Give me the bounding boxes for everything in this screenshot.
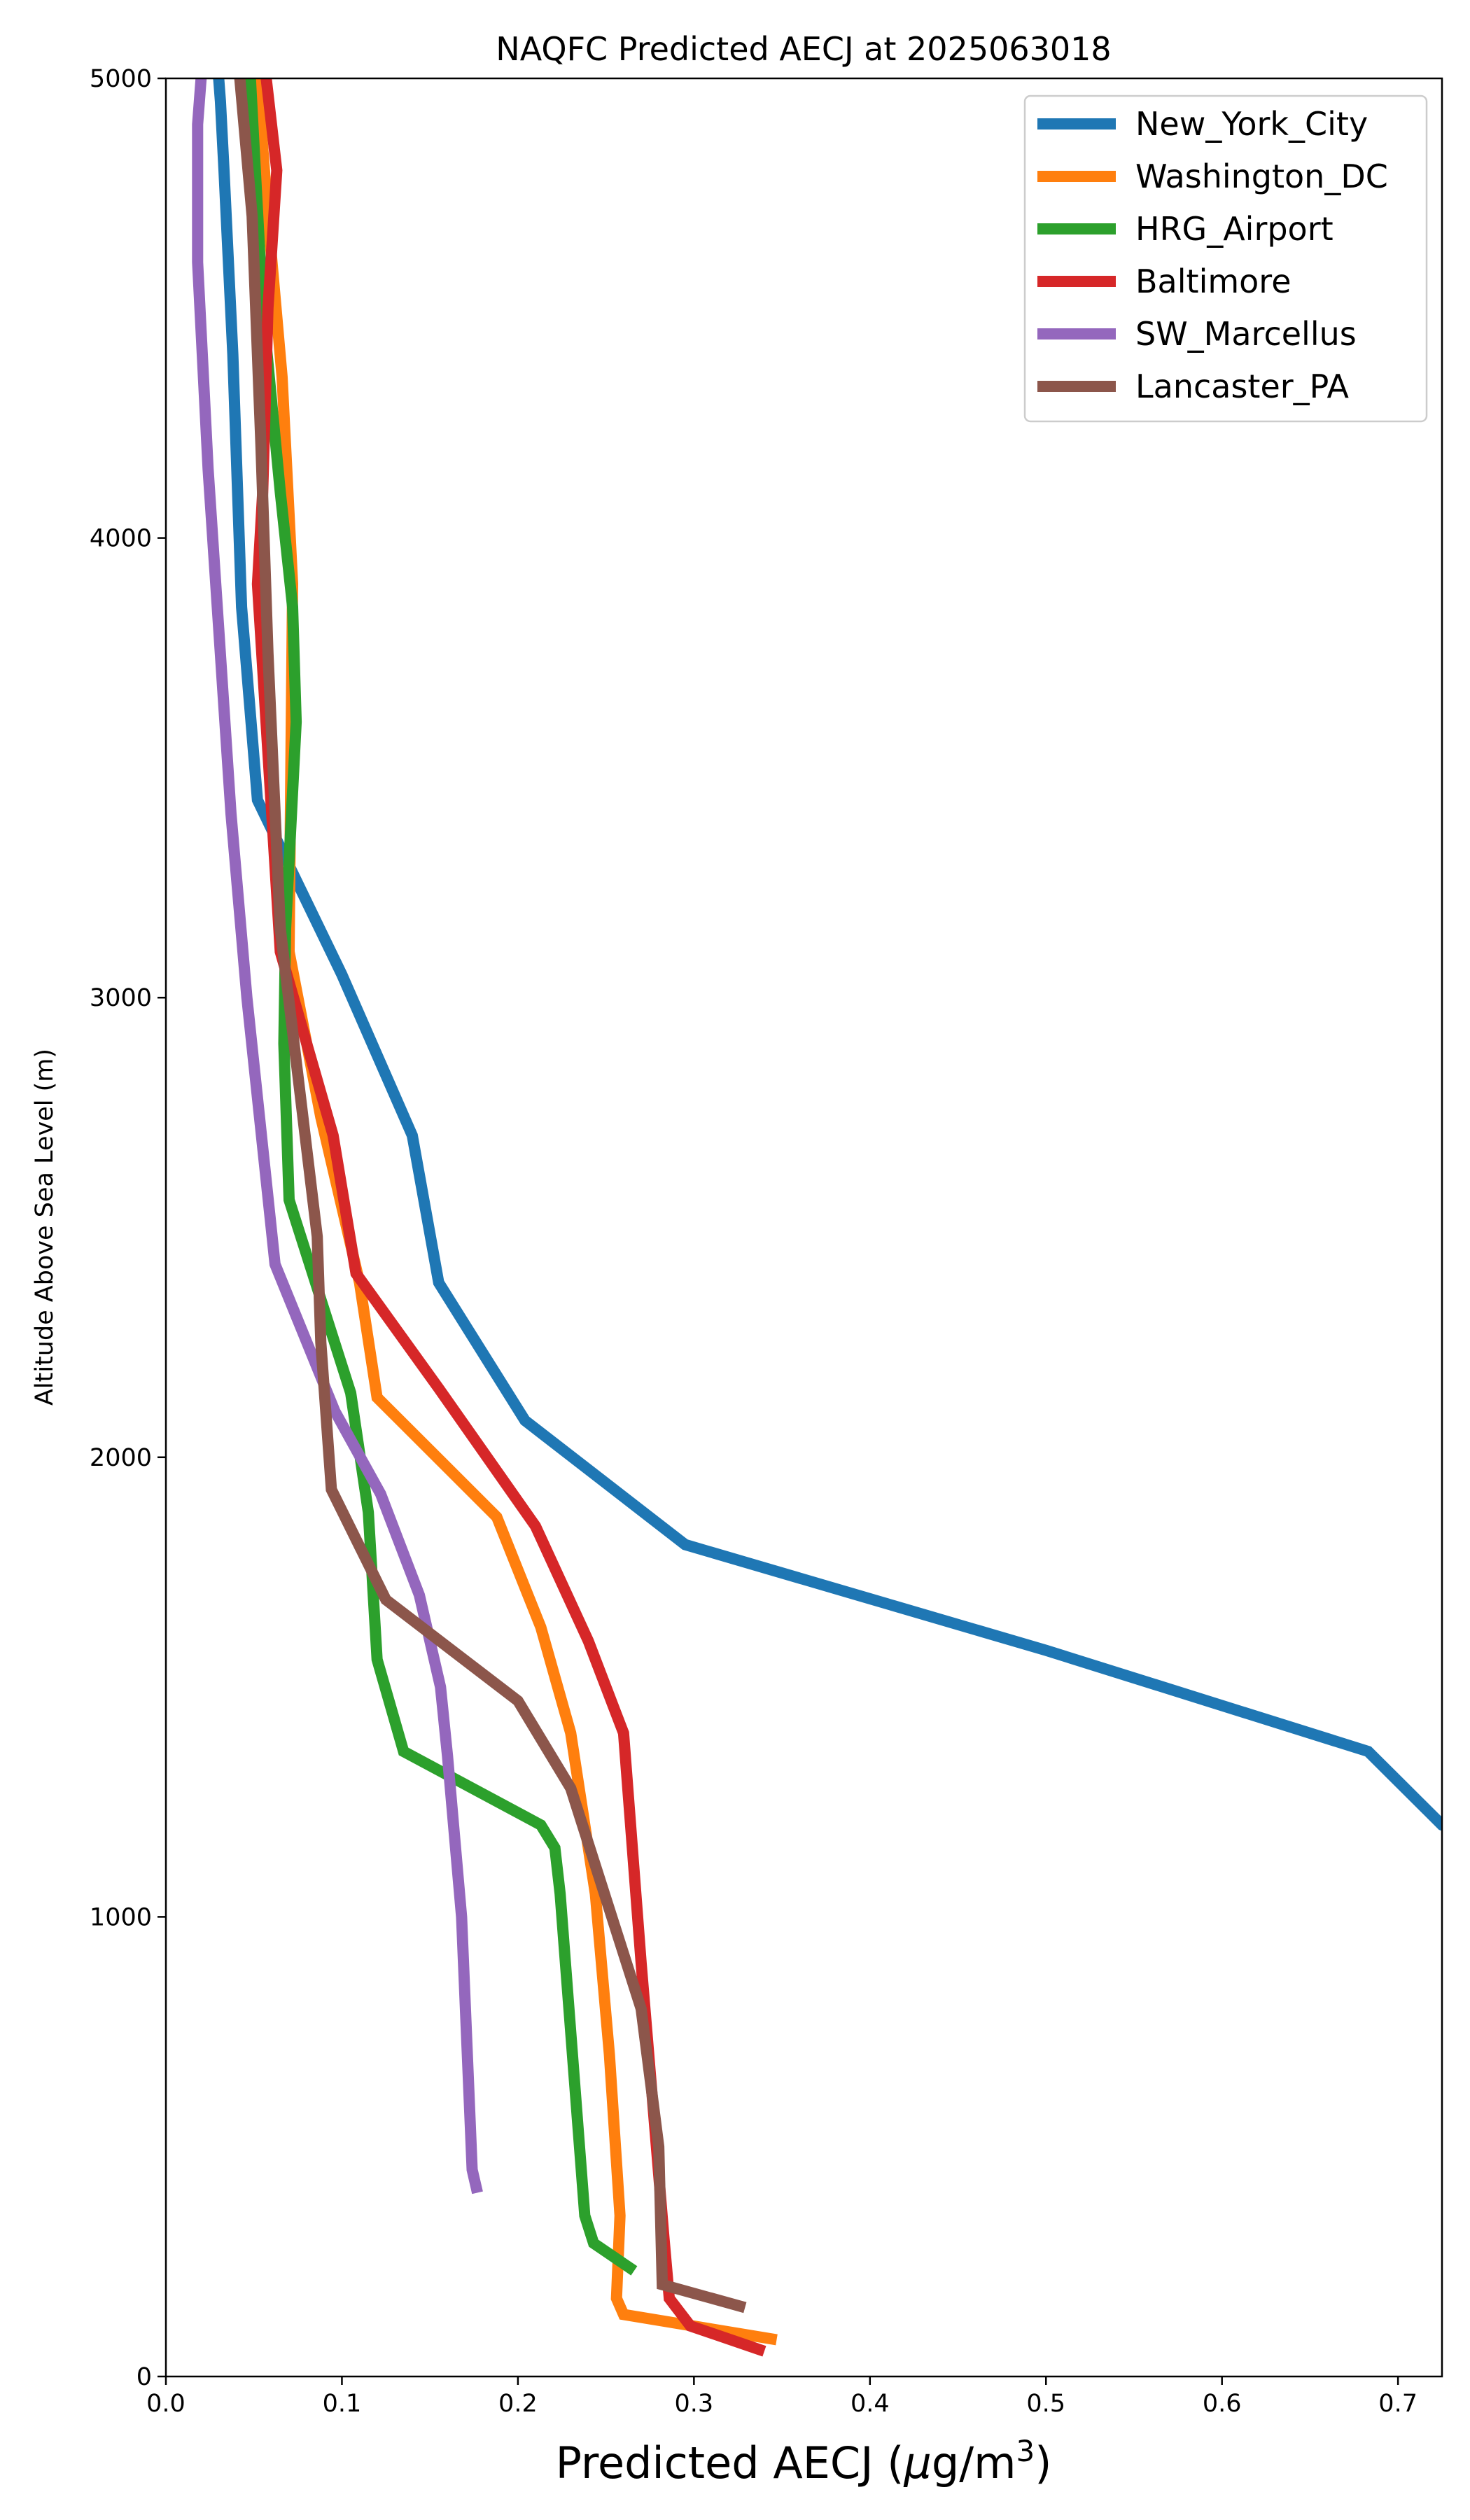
series-line-1 bbox=[251, 78, 778, 2346]
series-line-5 bbox=[234, 78, 747, 2314]
series-line-0 bbox=[213, 78, 1442, 1831]
x-tick-label: 0.6 bbox=[1203, 2390, 1242, 2418]
y-tick-label: 5000 bbox=[90, 65, 152, 93]
legend-box bbox=[1023, 94, 1428, 423]
x-axis-label-close: ) bbox=[1035, 2437, 1051, 2488]
x-tick-label: 0.1 bbox=[323, 2390, 362, 2418]
plot-frame bbox=[164, 77, 1443, 2378]
legend-label-5: Lancaster_PA bbox=[1135, 368, 1349, 405]
x-tick-label: 0.5 bbox=[1026, 2390, 1065, 2418]
legend-label-0: New_York_City bbox=[1135, 105, 1368, 143]
x-tick-label: 0.3 bbox=[675, 2390, 714, 2418]
x-axis: 0.0 0.1 0.2 0.3 0.4 0.5 0.6 0.7 bbox=[146, 2376, 1418, 2418]
legend-label-3: Baltimore bbox=[1135, 262, 1292, 300]
y-tick-label: 3000 bbox=[90, 984, 152, 1012]
series-line-3 bbox=[251, 78, 766, 2357]
series-line-4 bbox=[192, 78, 483, 2194]
x-axis-label-superscript: 3 bbox=[1016, 2434, 1035, 2468]
x-axis-label: Predicted AECJ (μg/m3) bbox=[556, 2434, 1052, 2488]
x-tick-label: 0.2 bbox=[498, 2390, 538, 2418]
x-tick-label: 0.0 bbox=[146, 2390, 186, 2418]
y-axis: 0 1000 2000 3000 4000 5000 bbox=[90, 65, 166, 2391]
x-axis-label-unit: g/m bbox=[932, 2437, 1016, 2488]
legend-label-2: HRG_Airport bbox=[1135, 210, 1334, 248]
x-axis-label-main: Predicted AECJ ( bbox=[556, 2437, 904, 2488]
y-tick-label: 1000 bbox=[90, 1903, 152, 1931]
y-axis-label: Altitude Above Sea Level (m) bbox=[31, 1049, 59, 1406]
legend: New_York_City Washington_DC HRG_Airport Bal… bbox=[1023, 94, 1428, 423]
x-tick-label: 0.7 bbox=[1378, 2390, 1418, 2418]
x-axis-label-mu: μ bbox=[903, 2437, 931, 2488]
legend-label-1: Washington_DC bbox=[1135, 158, 1388, 195]
plot-area bbox=[192, 78, 1442, 2357]
y-tick-label: 0 bbox=[136, 2363, 152, 2391]
y-tick-label: 4000 bbox=[90, 525, 152, 553]
x-tick-label: 0.4 bbox=[850, 2390, 890, 2418]
legend-label-4: SW_Marcellus bbox=[1135, 315, 1357, 353]
chart-title: NAQFC Predicted AECJ at 2025063018 bbox=[496, 30, 1111, 68]
y-tick-label: 2000 bbox=[90, 1444, 152, 1472]
